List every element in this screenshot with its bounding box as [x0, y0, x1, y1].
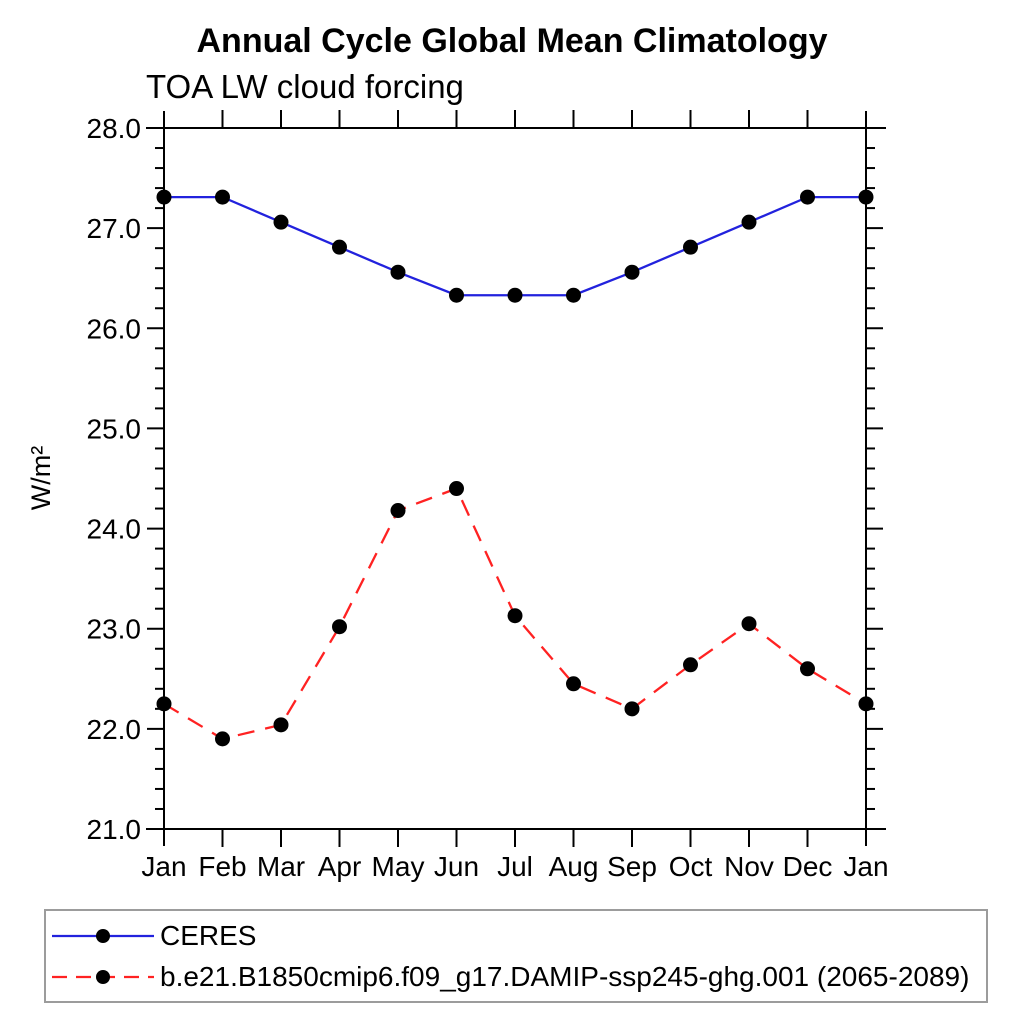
legend-entry-ceres: CERES	[50, 920, 257, 951]
tick-marks	[147, 110, 883, 847]
y-tick-label: 23.0	[87, 614, 142, 645]
data-point-marker	[507, 287, 523, 303]
chart-subtitle: TOA LW cloud forcing	[146, 68, 464, 105]
data-point-marker	[683, 657, 698, 673]
data-point-marker	[215, 731, 230, 747]
y-tick-label: 28.0	[87, 113, 142, 144]
data-point-marker	[449, 287, 464, 303]
data-point-marker	[390, 503, 406, 519]
legend-label-model: b.e21.B1850cmip6.f09_g17.DAMIP-ssp245-gh…	[160, 961, 970, 992]
tick-labels: 21.0 22.0 23.0 24.0 25.0 26.0 27.0 28.0 Jan Feb Ma…	[87, 113, 889, 882]
data-point-markers	[156, 189, 874, 747]
x-tick-label: Mar	[257, 851, 305, 882]
data-point-marker	[566, 287, 581, 303]
data-point-marker	[390, 264, 406, 280]
x-tick-label: Dec	[783, 851, 833, 882]
ceres-line-sample-icon	[52, 929, 154, 943]
x-tick-label: Nov	[724, 851, 774, 882]
series-line-0	[164, 195, 866, 297]
x-tick-label: May	[372, 851, 425, 882]
model-line-sample-icon	[52, 970, 154, 984]
legend-label-ceres: CERES	[160, 920, 257, 951]
chart-title: Annual Cycle Global Mean Climatology	[196, 22, 828, 60]
data-point-marker	[858, 189, 874, 205]
x-tick-label: Feb	[198, 851, 246, 882]
data-point-marker	[624, 264, 640, 280]
y-tick-label: 24.0	[87, 514, 142, 545]
y-tick-label: 27.0	[87, 213, 142, 244]
y-tick-label: 25.0	[87, 413, 142, 444]
data-point-marker	[332, 239, 347, 255]
data-point-marker	[156, 696, 172, 712]
y-tick-label: 26.0	[87, 313, 142, 344]
data-point-marker	[683, 239, 698, 255]
x-tick-label: Jun	[434, 851, 479, 882]
data-point-marker	[273, 717, 289, 733]
data-point-marker	[156, 189, 172, 205]
legend: CERES b.e21.B1850cmip6.f09_g17.DAMIP-ssp…	[44, 909, 988, 1003]
x-tick-label: Jul	[497, 851, 533, 882]
y-axis-title: W/m²	[26, 446, 56, 510]
annual-cycle-line-chart: W/m² 21.0 22.0 23.0 24.0 25.0 26.0 27.0 28.0 Jan…	[26, 110, 889, 882]
data-point-marker	[566, 676, 581, 692]
x-tick-label: Sep	[607, 851, 657, 882]
data-point-marker	[449, 481, 464, 497]
data-point-marker	[507, 608, 523, 624]
legend-entry-model: b.e21.B1850cmip6.f09_g17.DAMIP-ssp245-gh…	[50, 961, 970, 992]
data-point-marker	[800, 189, 815, 205]
x-tick-label: Aug	[549, 851, 599, 882]
data-point-marker	[273, 214, 289, 230]
x-tick-label: Jan	[843, 851, 888, 882]
data-point-marker	[624, 701, 640, 717]
data-point-marker	[332, 619, 347, 635]
x-tick-label: Jan	[141, 851, 186, 882]
data-point-marker	[741, 214, 757, 230]
axes-frame	[146, 111, 886, 846]
data-point-marker	[858, 696, 874, 712]
data-point-marker	[741, 616, 757, 632]
x-tick-label: Apr	[318, 851, 362, 882]
data-point-marker	[800, 661, 815, 677]
y-tick-label: 21.0	[87, 814, 142, 845]
x-tick-label: Oct	[669, 851, 713, 882]
y-tick-label: 22.0	[87, 714, 142, 745]
data-point-marker	[215, 189, 230, 205]
